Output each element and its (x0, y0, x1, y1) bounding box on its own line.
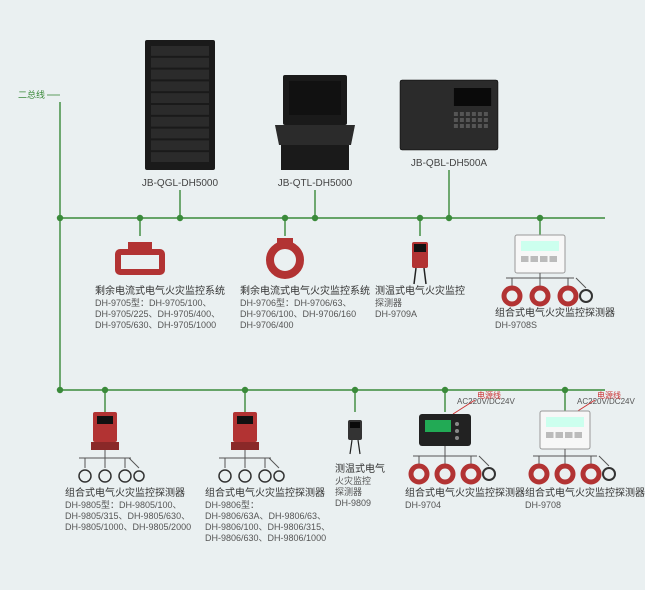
bus-label: 二总线 (18, 89, 45, 100)
node-9709a-line-0: 探测器 (375, 297, 402, 308)
node-9709a-title: 测温式电气火灾监控 (375, 284, 465, 297)
node-9809-line-0: 火灾监控 (335, 475, 371, 486)
node-9706-title: 剩余电流式电气火灾监控系统 (240, 284, 370, 297)
node-9806-line-2: DH-9806/100、DH-9806/315、 (205, 522, 330, 532)
node-9708-power-sub: 电源线 (597, 390, 621, 400)
node-9805-title: 组合式电气火灾监控探测器 (65, 486, 185, 499)
node-9805-line-2: DH-9805/1000、DH-9805/2000 (65, 522, 191, 532)
node-9704-power-sub: 电源线 (477, 390, 501, 400)
panel-qbl-label: JB-QBL-DH500A (411, 158, 487, 169)
node-9805-line-1: DH-9805/315、DH-9805/630、 (65, 511, 190, 521)
node-9806-line-3: DH-9806/630、DH-9806/1000 (205, 533, 326, 543)
panel-qgl-label: JB-QGL-DH5000 (142, 178, 219, 189)
node-9806-title: 组合式电气火灾监控探测器 (205, 486, 325, 499)
node-9708-line-0: DH-9708 (525, 500, 561, 510)
node-9708s-line-0: DH-9708S (495, 320, 537, 330)
node-9708-title: 组合式电气火灾监控探测器 (525, 486, 645, 499)
node-9809-line-2: DH-9809 (335, 498, 371, 508)
node-9706-line-0: DH-9706型：DH-9706/63、 (240, 298, 352, 308)
node-9705-line-0: DH-9705型：DH-9705/100、 (95, 298, 212, 308)
node-9709a-line-1: DH-9709A (375, 309, 417, 319)
node-9706-line-1: DH-9706/100、DH-9706/160 (240, 309, 356, 319)
node-9705-line-2: DH-9705/630、DH-9705/1000 (95, 320, 216, 330)
node-9809-line-1: 探测器 (335, 486, 362, 497)
node-9704-title: 组合式电气火灾监控探测器 (405, 486, 525, 499)
node-9704-line-0: DH-9704 (405, 500, 441, 510)
node-9705-line-1: DH-9705/225、DH-9705/400、 (95, 309, 220, 319)
node-9805-line-0: DH-9805型：DH-9805/100、 (65, 500, 182, 510)
node-9806-line-0: DH-9806型： (205, 500, 259, 510)
node-9705-title: 剩余电流式电气火灾监控系统 (95, 284, 225, 297)
node-9708s-title: 组合式电气火灾监控探测器 (495, 306, 615, 319)
panel-qtl-label: JB-QTL-DH5000 (278, 178, 353, 189)
node-9706-line-2: DH-9706/400 (240, 320, 294, 330)
node-9806-line-1: DH-9806/63A、DH-9806/63、 (205, 511, 326, 521)
panel-qgl: JB-QGL-DH5000 (142, 40, 219, 189)
node-9809-title: 测温式电气 (335, 462, 385, 475)
